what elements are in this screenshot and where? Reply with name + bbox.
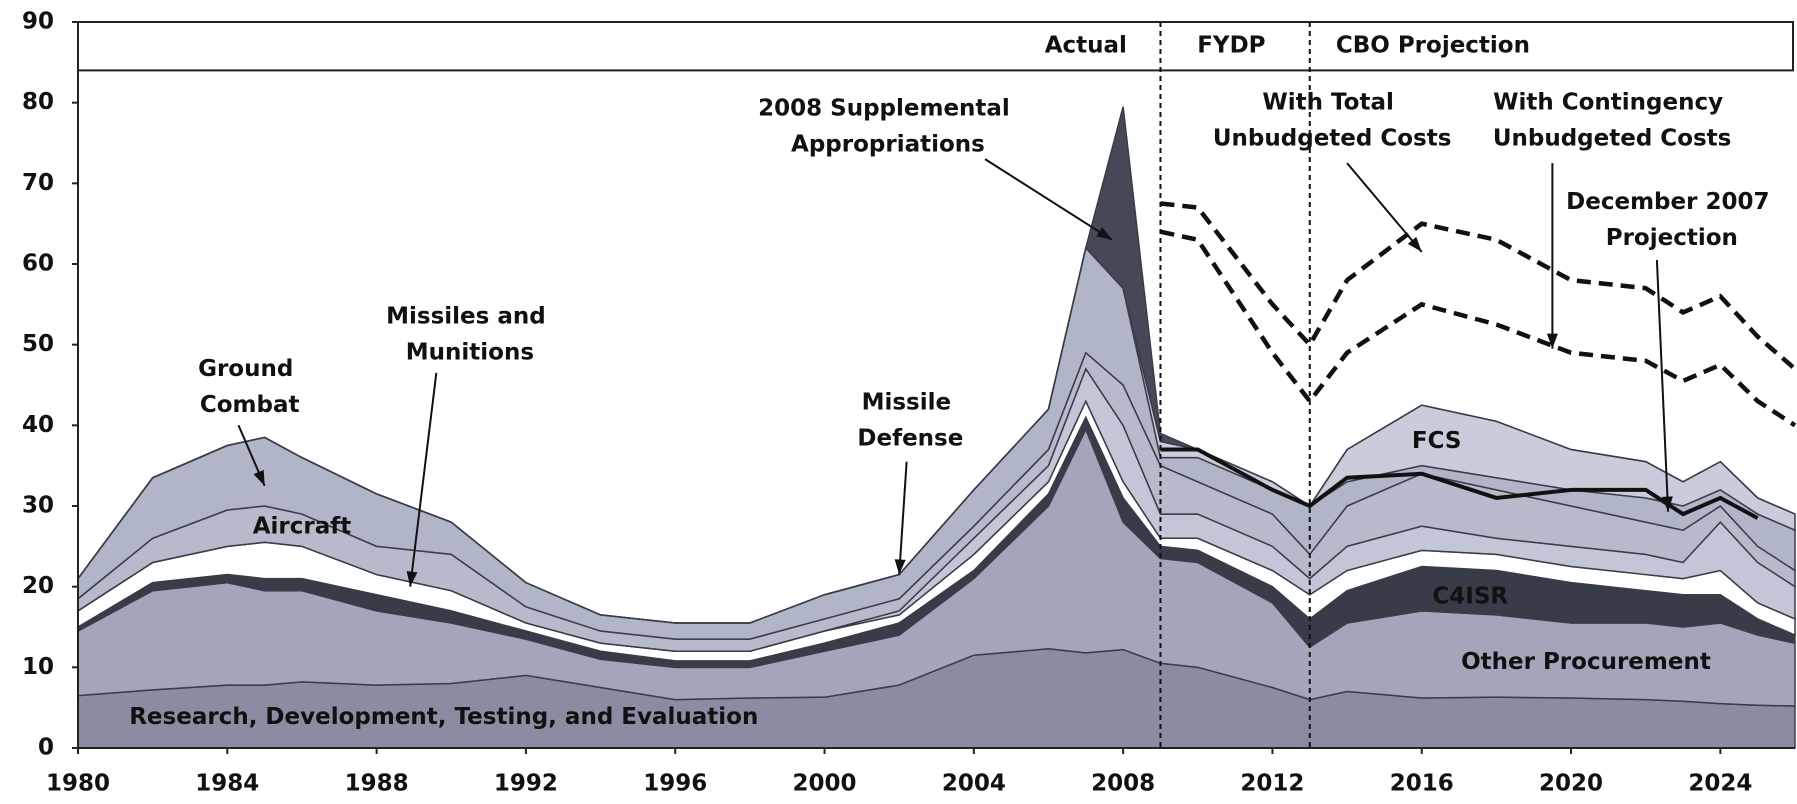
y-tick-label: 90 bbox=[22, 9, 54, 35]
series-label-line: With Contingency bbox=[1493, 89, 1731, 115]
y-tick-label: 10 bbox=[22, 654, 54, 680]
y-tick-label: 0 bbox=[38, 735, 54, 761]
series-label-line: Defense bbox=[857, 425, 963, 451]
series-label-line: Appropriations bbox=[791, 131, 985, 157]
callout bbox=[1346, 162, 1423, 253]
series-label: Missiles and Munitions bbox=[386, 303, 554, 365]
series-label: December 2007 Projection bbox=[1566, 188, 1777, 250]
series-label: Aircraft bbox=[253, 513, 352, 539]
series-label-line: Combat bbox=[200, 391, 300, 417]
series-label: Ground Combat bbox=[198, 355, 301, 417]
x-tick-label: 2008 bbox=[1091, 771, 1155, 797]
series-label: With Contingency Unbudgeted Costs bbox=[1493, 89, 1732, 151]
region-label: Actual bbox=[1045, 33, 1127, 59]
region-label: FYDP bbox=[1197, 33, 1265, 59]
series-label: 2008 Supplemental Appropriations bbox=[758, 95, 1018, 157]
series-label: FCS bbox=[1412, 428, 1462, 454]
x-tick-label: 2012 bbox=[1240, 771, 1304, 797]
y-tick-label: 20 bbox=[22, 573, 54, 599]
series-label-line: Missile bbox=[862, 389, 960, 415]
series-label-line: 2008 Supplemental bbox=[758, 95, 1018, 121]
callout-arrowhead bbox=[253, 469, 265, 486]
series-label-line: Unbudgeted Costs bbox=[1493, 125, 1732, 151]
y-tick-label: 80 bbox=[22, 89, 54, 115]
x-tick-label: 2000 bbox=[793, 771, 857, 797]
series-label-line: Ground bbox=[198, 355, 301, 381]
series-label: C4ISR bbox=[1432, 584, 1508, 610]
series-label-line: With Total bbox=[1262, 89, 1401, 115]
y-tick-label: 50 bbox=[22, 331, 54, 357]
line bbox=[1160, 201, 1797, 371]
series-label-line: December 2007 bbox=[1566, 188, 1777, 214]
callout bbox=[898, 461, 908, 575]
x-tick-label: 2024 bbox=[1688, 771, 1752, 797]
callout-arrowhead bbox=[406, 571, 418, 587]
series-label-line: Munitions bbox=[406, 339, 534, 365]
callout-arrowhead bbox=[1546, 333, 1558, 349]
callout-arrowhead bbox=[1096, 227, 1112, 240]
x-tick-label: 1980 bbox=[46, 771, 110, 797]
x-tick-label: 1992 bbox=[494, 771, 558, 797]
callout-arrowhead bbox=[1661, 496, 1673, 512]
x-tick-label: 1984 bbox=[195, 771, 259, 797]
series-label: With Total Unbudgeted Costs bbox=[1213, 89, 1452, 151]
series-label: Other Procurement bbox=[1461, 649, 1711, 675]
line bbox=[1160, 447, 1759, 520]
y-tick-label: 40 bbox=[22, 412, 54, 438]
x-tick-label: 1988 bbox=[345, 771, 409, 797]
series-label: Research, Development, Testing, and Eval… bbox=[129, 704, 758, 730]
line bbox=[1159, 229, 1797, 428]
series-label-line: Missiles and bbox=[386, 303, 554, 329]
series-label-line: Projection bbox=[1606, 224, 1738, 250]
y-tick-label: 60 bbox=[22, 251, 54, 277]
series-label-line: Unbudgeted Costs bbox=[1213, 125, 1452, 151]
callout bbox=[1655, 259, 1670, 512]
x-tick-label: 2004 bbox=[942, 771, 1006, 797]
callout bbox=[409, 372, 438, 587]
header-band bbox=[77, 21, 1794, 72]
x-tick-label: 2016 bbox=[1390, 771, 1454, 797]
y-tick-label: 30 bbox=[22, 493, 54, 519]
y-tick-label: 70 bbox=[22, 170, 54, 196]
callout-arrowhead bbox=[1407, 236, 1422, 252]
callout bbox=[984, 158, 1113, 241]
region-label: CBO Projection bbox=[1336, 33, 1530, 59]
callout-arrowhead bbox=[894, 559, 906, 575]
x-tick-label: 1996 bbox=[643, 771, 707, 797]
series-label: Missile Defense bbox=[857, 389, 963, 451]
x-tick-label: 2020 bbox=[1539, 771, 1603, 797]
